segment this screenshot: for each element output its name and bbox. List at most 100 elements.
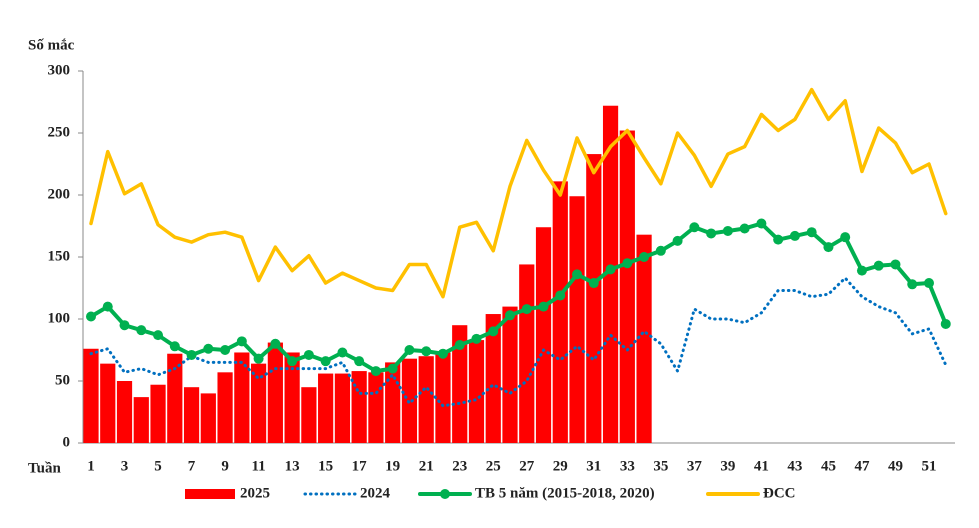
y-tick-label: 200 [48,186,71,202]
marker [806,227,817,238]
x-tick-label: 9 [221,458,229,474]
x-tick-label: 39 [720,458,735,474]
x-tick-label: 3 [121,458,129,474]
marker [722,225,733,236]
y-tick-label: 0 [63,434,71,450]
bar [100,363,116,443]
series-line [89,221,948,374]
bar [435,352,451,443]
legend-swatch [185,489,235,499]
bar [334,373,350,443]
marker [572,269,583,280]
x-tick-label: 27 [519,458,535,474]
bar [502,306,518,443]
x-tick-label: 31 [586,458,601,474]
marker [370,366,381,377]
marker [521,304,532,315]
marker [756,218,767,229]
marker [605,264,616,275]
y-tick-label: 50 [55,372,70,388]
legend-label: TB 5 năm (2015-2018, 2020) [475,485,655,501]
x-tick-label: 29 [553,458,568,474]
bar [301,387,317,443]
marker [856,265,867,276]
marker [823,242,834,253]
x-tick-label: 37 [687,458,703,474]
legend-label: ĐCC [763,485,796,501]
marker [555,290,566,301]
marker [588,278,599,289]
bar [167,353,183,443]
marker [789,230,800,241]
bar [368,372,384,443]
bar [351,371,367,443]
marker [119,320,130,331]
x-tick-label: 5 [154,458,162,474]
marker [538,301,549,312]
y-tick-label: 150 [48,248,71,264]
bar [636,234,652,443]
x-tick-label: 41 [754,458,769,474]
bar [519,264,535,443]
x-tick-label: 49 [888,458,903,474]
bar [251,363,267,443]
marker [639,252,650,262]
y-tick-label: 100 [48,310,71,326]
marker [387,363,398,374]
marker [488,326,499,337]
marker [136,325,147,336]
bar [318,373,334,443]
bar [619,130,635,443]
x-tick-label: 51 [922,458,937,474]
x-axis-title: Tuần [28,460,61,476]
marker [907,279,918,290]
marker [337,347,348,358]
marker [236,336,247,347]
bar [234,352,250,443]
marker [940,318,951,329]
bar [552,181,568,444]
x-tick-label: 15 [318,458,333,474]
bar [217,372,233,443]
bar [452,325,468,443]
marker [706,228,717,239]
marker [924,278,934,289]
marker [840,232,851,243]
x-tick-label: 17 [352,458,368,474]
marker [873,260,884,271]
bar [385,362,401,443]
series-line [89,276,948,408]
y-axis-title: Số mắc [28,37,75,53]
bar [133,397,149,443]
marker [102,301,113,312]
marker [622,258,633,269]
x-tick-label: 47 [854,458,870,474]
legend-label: 2024 [360,485,391,501]
bar [83,348,99,443]
marker [505,310,515,321]
marker [471,333,482,344]
marker [354,356,365,367]
marker [739,223,750,234]
marker [773,234,784,245]
x-tick-label: 33 [620,458,635,474]
bar [267,342,283,443]
y-tick-label: 250 [48,124,71,140]
x-tick-label: 11 [252,458,266,474]
marker [203,343,214,354]
bar [150,384,166,443]
x-tick-label: 1 [87,458,95,474]
legend-marker [440,489,450,499]
marker [454,340,465,351]
marker [169,341,180,352]
x-tick-label: 43 [787,458,802,474]
bar [535,227,552,443]
series-line [89,87,948,299]
x-tick-label: 13 [285,458,300,474]
marker [253,353,264,364]
marker [287,356,298,367]
marker [153,330,164,341]
x-tick-label: 25 [486,458,501,474]
x-tick-label: 23 [452,458,467,474]
